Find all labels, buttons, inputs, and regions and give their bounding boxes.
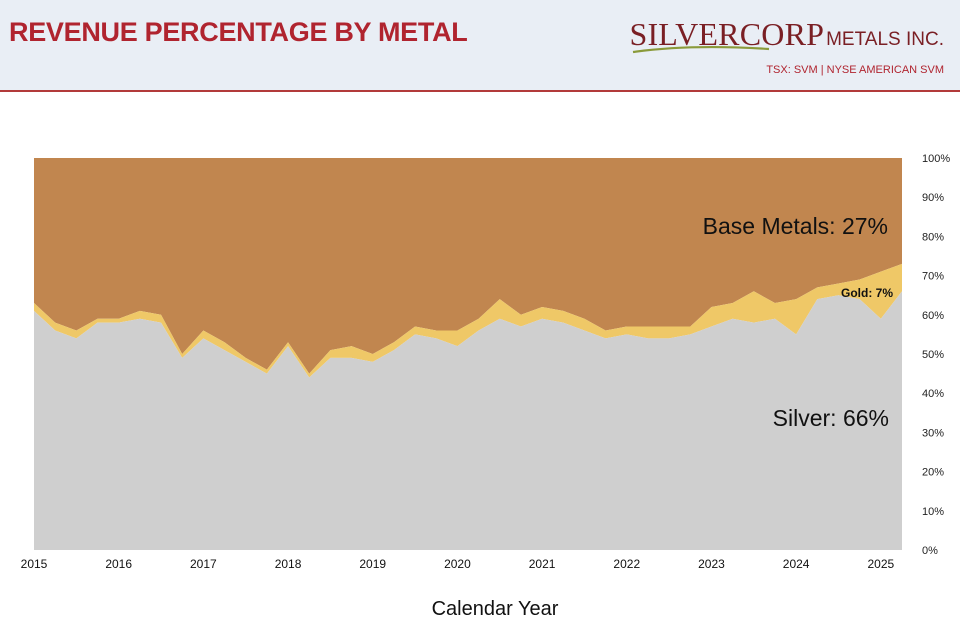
- y-tick-label: 80%: [922, 231, 944, 243]
- y-tick-label: 30%: [922, 427, 944, 439]
- x-tick-label: 2019: [359, 557, 386, 571]
- y-tick-label: 100%: [922, 153, 950, 165]
- ticker-symbols: TSX: SVM | NYSE AMERICAN SVM: [766, 64, 944, 76]
- y-tick-label: 50%: [922, 349, 944, 361]
- y-tick-label: 0%: [922, 545, 938, 557]
- x-tick-label: 2025: [867, 557, 894, 571]
- x-tick-label: 2015: [21, 557, 48, 571]
- area-base-metals: [34, 158, 902, 374]
- x-tick-label: 2018: [275, 557, 302, 571]
- label-base-metals: Base Metals: 27%: [703, 213, 888, 239]
- x-tick-label: 2022: [613, 557, 640, 571]
- logo-swoosh-icon: [633, 45, 770, 54]
- company-logo: SILVERCORP METALS INC. TSX: SVM | NYSE AM…: [629, 18, 944, 76]
- page-title: REVENUE PERCENTAGE BY METAL: [9, 17, 468, 47]
- x-tick-label: 2017: [190, 557, 217, 571]
- logo-wordmark: SILVERCORP METALS INC.: [629, 16, 944, 54]
- x-tick-label: 2023: [698, 557, 725, 571]
- logo-suffix: METALS INC.: [826, 29, 944, 50]
- y-tick-label: 10%: [922, 506, 944, 518]
- y-tick-label: 70%: [922, 271, 944, 283]
- x-tick-label: 2020: [444, 557, 471, 571]
- x-tick-label: 2016: [105, 557, 132, 571]
- y-tick-label: 60%: [922, 310, 944, 322]
- revenue-area-chart: 0% 10% 20% 30% 40% 50% 60% 70% 80% 90% 100% 2015 201…: [21, 153, 951, 571]
- y-tick-label: 20%: [922, 467, 944, 479]
- y-tick-label: 40%: [922, 388, 944, 400]
- y-tick-label: 90%: [922, 192, 944, 204]
- header-banner: REVENUE PERCENTAGE BY METAL SILVERCORP ME…: [0, 0, 960, 92]
- x-axis-title: Calendar Year: [431, 598, 559, 620]
- label-gold: Gold: 7%: [841, 286, 893, 300]
- logo-name: SILVERCORP: [629, 16, 825, 52]
- x-tick-label: 2021: [529, 557, 556, 571]
- label-silver: Silver: 66%: [773, 405, 889, 431]
- area-silver: [34, 291, 902, 550]
- x-tick-label: 2024: [783, 557, 810, 571]
